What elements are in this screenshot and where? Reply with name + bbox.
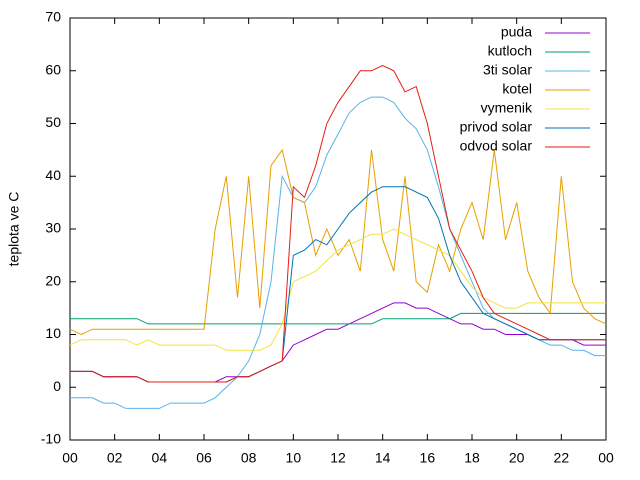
- x-tick-label: 20: [509, 450, 525, 466]
- y-tick-label: 30: [45, 220, 61, 236]
- series-line: [69, 228, 606, 351]
- x-tick-label: 18: [464, 450, 480, 466]
- x-tick-label: 06: [196, 450, 212, 466]
- y-tick-label: -10: [41, 431, 61, 447]
- x-tick-label: 02: [107, 450, 123, 466]
- legend-label: odvod solar: [460, 138, 533, 154]
- legend-label: puda: [501, 24, 532, 40]
- x-tick-label: 12: [330, 450, 346, 466]
- x-tick-label: 08: [241, 450, 257, 466]
- y-tick-label: 0: [53, 378, 61, 394]
- y-tick-label: 50: [45, 114, 61, 130]
- x-tick-label: 22: [554, 450, 570, 466]
- x-tick-label: 16: [420, 450, 436, 466]
- series-line: [70, 186, 606, 383]
- x-tick-label: 10: [286, 450, 302, 466]
- series-line: [70, 64, 606, 383]
- legend-label: 3ti solar: [483, 62, 532, 78]
- y-axis-label: teplota ve C: [6, 192, 22, 267]
- x-tick-label: 14: [375, 450, 391, 466]
- y-tick-label: 10: [45, 325, 61, 341]
- y-tick-label: 20: [45, 272, 61, 288]
- x-tick-label: 00: [62, 450, 78, 466]
- y-tick-label: 40: [45, 167, 61, 183]
- series-line: [70, 302, 606, 383]
- legend-label: vymenik: [481, 100, 533, 116]
- x-tick-label: 04: [152, 450, 168, 466]
- legend-label: kotel: [502, 81, 532, 97]
- series-line: [70, 312, 606, 325]
- y-tick-label: 70: [45, 9, 61, 25]
- x-tick-label: 00: [598, 450, 614, 466]
- series-line: [69, 148, 607, 336]
- legend-label: privod solar: [460, 119, 533, 135]
- y-tick-label: 60: [45, 61, 61, 77]
- legend-label: kutloch: [488, 43, 532, 59]
